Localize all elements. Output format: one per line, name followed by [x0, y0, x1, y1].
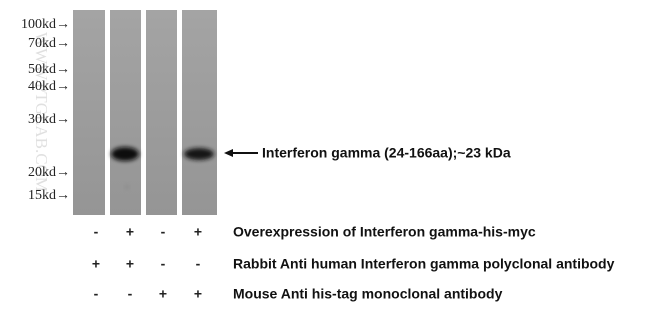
condition-label: Mouse Anti his-tag monoclonal antibody [233, 286, 503, 302]
lane-sign: + [126, 224, 134, 240]
lane-sign: + [194, 286, 202, 302]
lane [146, 10, 177, 215]
lane-sign: + [194, 224, 202, 240]
band [184, 148, 214, 160]
lane [110, 10, 141, 215]
lane-sign: + [159, 286, 167, 302]
lane-sign: - [94, 224, 99, 240]
condition-label: Overexpression of Interferon gamma-his-m… [233, 224, 536, 240]
marker-label: 30kd→ [28, 112, 70, 127]
band [111, 147, 139, 161]
lane-sign: - [161, 224, 166, 240]
band-label: Interferon gamma (24-166aa);~23 kDa [262, 145, 511, 161]
lane-sign: - [161, 256, 166, 272]
marker-label: 20kd→ [28, 165, 70, 180]
marker-label: 15kd→ [28, 188, 70, 203]
marker-label: 100kd→ [21, 17, 70, 32]
watermark: WWW.PTGLAB.COM [32, 32, 51, 192]
marker-label: 50kd→ [28, 62, 70, 77]
lane [182, 10, 217, 215]
arrow-head [224, 149, 233, 157]
lane-sign: + [92, 256, 100, 272]
lane-sign: - [196, 256, 201, 272]
lane-sign: - [128, 286, 133, 302]
gel [73, 10, 217, 215]
speck [125, 185, 129, 189]
lane [73, 10, 105, 215]
marker-label: 70kd→ [28, 36, 70, 51]
marker-label: 40kd→ [28, 79, 70, 94]
lane-sign: + [126, 256, 134, 272]
condition-label: Rabbit Anti human Interferon gamma polyc… [233, 256, 615, 272]
lane-sign: - [94, 286, 99, 302]
